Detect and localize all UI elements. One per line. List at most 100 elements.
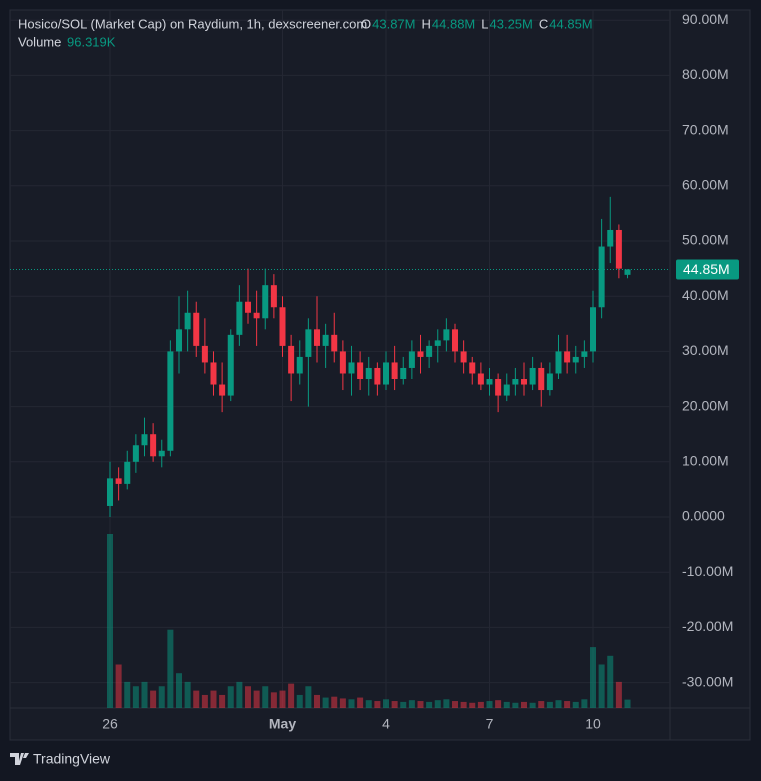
candle-body xyxy=(529,367,536,385)
candle-body xyxy=(184,312,191,330)
volume-bar xyxy=(615,681,622,708)
candle-body xyxy=(227,334,234,396)
candle-body xyxy=(572,356,579,363)
ohlc-value: 43.25M xyxy=(490,16,533,31)
candle-body xyxy=(624,269,631,275)
volume-bar xyxy=(201,694,208,708)
x-tick-label: 26 xyxy=(102,716,118,732)
candle-body xyxy=(477,373,484,385)
candle-body xyxy=(581,351,588,357)
y-tick-label: 10.00M xyxy=(682,453,729,469)
volume-bar xyxy=(141,681,148,708)
candle-body xyxy=(322,334,329,346)
y-tick-label: -20.00M xyxy=(682,618,733,634)
candle-body xyxy=(107,478,113,506)
volume-bar xyxy=(236,681,243,708)
volume-bar xyxy=(150,690,157,708)
volume-bar xyxy=(107,534,113,708)
candle-body xyxy=(236,301,243,335)
candle-body xyxy=(253,312,260,319)
volume-bar xyxy=(167,629,174,708)
volume-bar xyxy=(288,683,295,708)
candle-body xyxy=(167,351,174,451)
volume-bar xyxy=(503,701,510,708)
ohlc-key: L xyxy=(481,16,488,31)
volume-bar xyxy=(452,701,458,708)
candle-body xyxy=(400,367,407,380)
volume-bar xyxy=(417,701,424,708)
x-tick-label: 4 xyxy=(382,716,390,732)
footer-text: TradingView xyxy=(33,751,111,767)
candle-body xyxy=(219,384,226,396)
volume-bar xyxy=(262,686,269,708)
candle-body xyxy=(408,351,415,368)
candle-body xyxy=(365,367,372,380)
candle-body xyxy=(512,379,519,385)
volume-bar xyxy=(219,694,226,708)
volume-bar xyxy=(486,701,493,708)
y-tick-label: 70.00M xyxy=(682,121,729,137)
candle-layer xyxy=(107,196,631,518)
x-tick-label: 10 xyxy=(585,716,601,732)
volume-bar xyxy=(270,692,277,708)
last-price-label: 44.85M xyxy=(683,261,730,277)
candle-body xyxy=(262,285,269,319)
volume-bar xyxy=(408,700,415,708)
candle-body xyxy=(443,329,450,341)
candle-body xyxy=(115,478,122,484)
candle-body xyxy=(210,362,217,385)
ohlc-value: 44.88M xyxy=(432,16,475,31)
y-tick-label: 90.00M xyxy=(682,11,729,27)
volume-bar xyxy=(331,696,338,708)
ohlc-key: C xyxy=(539,16,548,31)
candle-body xyxy=(555,351,562,374)
axes: 90.00M 80.00M 70.00M 60.00M 50.00M 40.00M 30.0… xyxy=(10,11,739,732)
candle-body xyxy=(141,434,148,446)
volume-bar xyxy=(279,690,286,708)
candle-body xyxy=(486,379,493,385)
volume-bar xyxy=(598,664,605,708)
candle-body xyxy=(339,351,346,374)
volume-bar xyxy=(590,647,596,708)
volume-bar xyxy=(193,690,200,708)
candle-body xyxy=(176,329,182,352)
tradingview-logo: TradingView xyxy=(10,751,111,767)
ohlc-key: H xyxy=(422,16,431,31)
volume-bar xyxy=(529,702,536,708)
volume-bar xyxy=(546,701,553,708)
candle-body xyxy=(434,340,441,346)
candle-body xyxy=(331,334,338,352)
candle-body xyxy=(132,445,139,462)
y-tick-label: 30.00M xyxy=(682,342,729,358)
candle-body xyxy=(452,329,458,352)
candle-body xyxy=(460,351,467,363)
volume-bar xyxy=(176,673,182,708)
volume-bar xyxy=(460,701,467,708)
volume-bar xyxy=(443,699,450,708)
volume-bar xyxy=(555,700,562,708)
candle-body xyxy=(245,301,251,313)
candle-body xyxy=(538,367,545,391)
volume-bar xyxy=(564,701,571,708)
candle-body xyxy=(193,312,200,346)
y-tick-label: -30.00M xyxy=(682,673,733,689)
candle-body xyxy=(383,362,389,385)
candle-body xyxy=(546,373,553,391)
y-tick-label: 20.00M xyxy=(682,397,729,413)
volume-bar xyxy=(434,700,441,708)
volume-bar xyxy=(581,699,588,708)
candle-body xyxy=(124,461,131,484)
candle-body xyxy=(348,362,355,374)
candle-body xyxy=(201,345,208,363)
volume-bar xyxy=(253,690,260,708)
candle-body xyxy=(615,229,622,269)
volume-bar xyxy=(158,686,165,708)
volume-bar xyxy=(607,655,614,708)
volume-bar xyxy=(365,700,372,708)
volume-layer xyxy=(107,534,631,708)
y-tick-label: 50.00M xyxy=(682,232,729,248)
candle-body xyxy=(564,351,571,363)
ohlc-legend: O 43.87M H 44.88M L 43.25M C 44.85M xyxy=(361,16,593,31)
candle-body xyxy=(417,351,424,357)
